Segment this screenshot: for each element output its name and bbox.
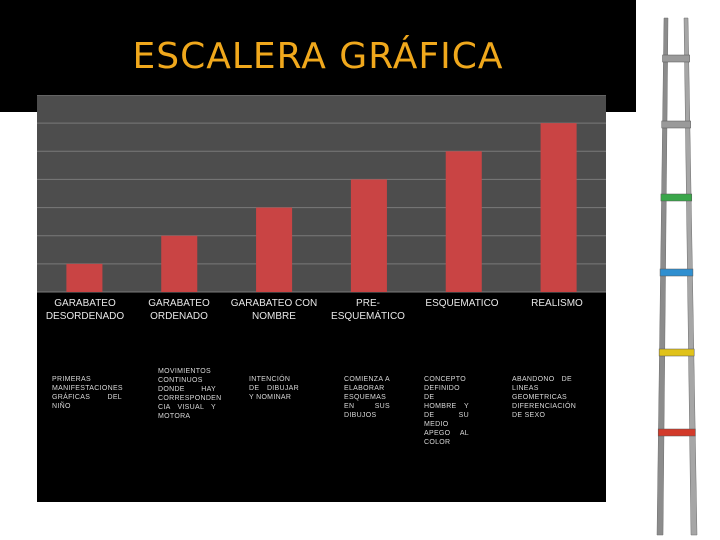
ladder-left-rail [656, 17, 669, 536]
ladder-rung [659, 268, 694, 277]
stage-description: COMIENZA A ELABORAR ESQUEMAS EN SUS DIBU… [344, 376, 390, 419]
stage-description: ABANDONO DE LINEAS GEOMETRICAS DIFERENCI… [512, 376, 577, 419]
bar [540, 123, 577, 292]
bar [350, 179, 387, 292]
stage-description: CONCEPTO DEFINIDO DE HOMBRE Y DE SU MEDI… [424, 376, 469, 446]
category-label: GARABATEO ORDENADO [148, 298, 210, 322]
ladder-rung [661, 120, 691, 129]
bar [256, 207, 293, 292]
bar [445, 151, 482, 292]
stage-description: INTENCIÓN DE DIBUJAR Y NOMINAR [249, 376, 299, 401]
ladder-right-rail [683, 17, 698, 536]
stage-description: MOVIMIENTOS CONTINUOS DONDE HAY CORRESPO… [158, 368, 222, 420]
category-label: GARABATEO DESORDENADO [45, 298, 125, 322]
ladder-rung [662, 54, 690, 63]
ladder-rung [657, 428, 696, 437]
category-label: ESQUEMATICO [425, 298, 499, 309]
category-label: PRE-ESQUEMÁTICO [331, 298, 405, 322]
category-label: GARABATEO CON NOMBRE [230, 298, 318, 322]
plot-area [37, 95, 606, 292]
bar [161, 235, 198, 292]
ladder-rung [660, 193, 693, 202]
category-label: REALISMO [531, 298, 583, 309]
bar [66, 263, 103, 292]
bar-chart [37, 95, 606, 293]
title-band [0, 0, 636, 112]
slide-title: ESCALERA GRÁFICA [132, 36, 504, 77]
chart-panel: GARABATEO DESORDENADO GARABATEO ORDENADO… [37, 95, 606, 502]
ladder-rung [658, 348, 695, 357]
stage-description: PRIMERAS MANIFESTACIONES GRÁFICAS DEL NI… [52, 376, 123, 410]
